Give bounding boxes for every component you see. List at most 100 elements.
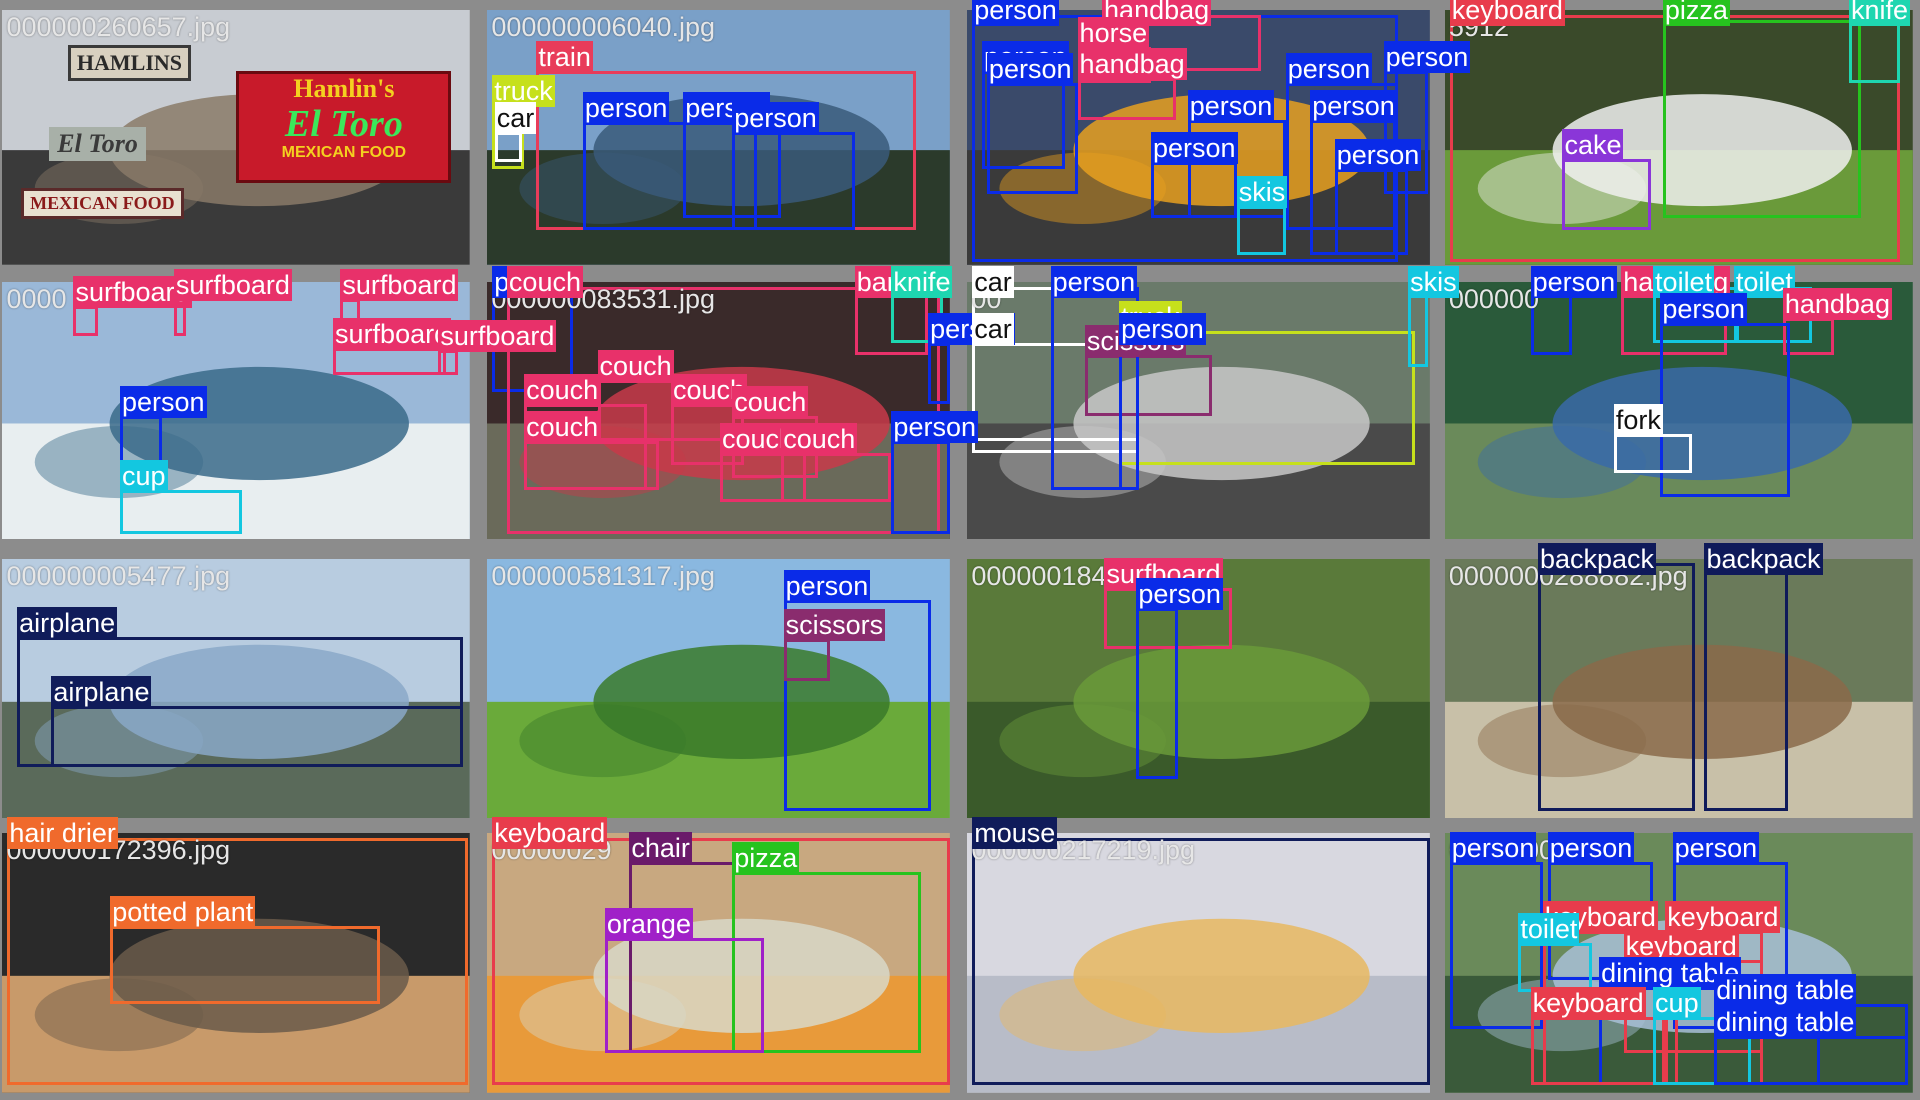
object-label: person [1285,53,1373,86]
photo [487,832,951,1093]
object-label: toilet [1518,913,1580,946]
object-label: couch [781,423,858,456]
object-label: truck [492,75,555,108]
image-tile: personhandbagpersonhorsepersonpersonhand… [967,0,1471,265]
object-label: potted plant [110,896,256,929]
object-label: keyboard [1449,0,1565,26]
object-label: orange [604,908,693,941]
image-tile: 000000005477.jpg airplane airplane [2,558,471,819]
object-label: surfboard [340,268,459,301]
object-label: keyboard [1530,986,1646,1019]
object-label: surfboard [333,317,452,350]
image-tile: 0000 surfboard surfboard surfboard surfboard… [2,268,557,539]
photo [487,558,951,819]
sign-bottom: MEXICAN FOOD [21,188,184,220]
image-tile: 000000006040.jpg train truck car person perso… [487,9,951,265]
object-label: airplane [51,675,152,708]
object-label: person [1151,131,1238,164]
object-label: person [732,102,819,135]
object-label: airplane [17,606,118,639]
image-tile: 000000217219.jpg mouse [967,816,1431,1093]
photo-background [1444,9,1913,265]
object-label: couch [597,349,674,382]
object-label: person [1449,832,1537,865]
object-label: surfboard [173,268,292,301]
object-label: chair [629,832,692,865]
photo [2,832,471,1093]
image-tile: 00000029 keyboard chair pizza orange [487,816,951,1093]
photo [967,558,1431,819]
photo-background [1444,558,1913,819]
object-label: fork [1613,403,1663,436]
photo-background [487,832,951,1093]
object-label: knife [891,265,953,298]
photo [967,832,1431,1093]
photo [1444,9,1913,265]
object-label: cake [1562,129,1624,162]
object-label: car [494,102,537,135]
object-label: couch [506,265,583,298]
object-label: keyboard [1623,930,1739,963]
image-tile: 000000083531.jpgpersoncouchbananaknifeco… [487,265,1015,539]
object-label: knife [1848,0,1911,26]
object-label: couch [732,386,809,419]
sign-right-line2: El Toro [284,102,403,145]
object-label: backpack [1704,542,1823,575]
object-label: scissors [783,609,886,642]
object-label: person [1530,265,1618,298]
photo-background [967,832,1431,1093]
object-label: cup [119,459,168,492]
object-label: pizza [1662,0,1730,26]
object-label: person [1310,90,1397,123]
object-label: person [1050,265,1138,298]
object-label: person [1672,832,1760,865]
image-tile: 000000184000 surfboard person [967,557,1431,819]
object-label: mouse [972,816,1058,849]
photo-background [967,281,1431,539]
sign-right: Hamlin's El Toro MEXICAN FOOD [236,70,452,184]
object-label: keyboard [492,816,608,849]
object-label: person [972,0,1059,26]
object-label: car [972,265,1014,298]
photo [1444,558,1913,819]
photo [967,281,1431,539]
object-label: couch [524,410,601,443]
photo-background [967,558,1431,819]
image-tile: 00000000personpersonpersonkeyboardkeyboa… [1444,832,1913,1093]
image-tile: 000000personhandbagtoilettoilethandbagpe… [1444,265,1913,539]
object-label: hair drier [7,816,118,849]
object-label: person [1334,139,1422,172]
object-label: person [783,570,871,603]
photo: HAMLINS El Toro MEXICAN FOOD Hamlin's El… [2,9,471,265]
object-label: horse [1077,16,1150,49]
object-label: dining table [1714,974,1857,1007]
object-label: surfboard [438,320,557,353]
object-label: car [972,312,1014,345]
image-tile: 000000172396.jpg hair drier potted plant [2,816,471,1093]
object-label: skis [1408,265,1459,298]
object-label: toilet [1653,265,1715,298]
object-label: keyboard [1665,900,1781,933]
object-label: pizza [732,842,800,875]
object-label: person [986,53,1074,86]
object-label: person [582,92,670,125]
sign-right-line1: Hamlin's [293,73,395,103]
image-tile: 0000000288882.jpg backpack backpack [1444,542,1913,819]
object-label: handbag [1782,288,1892,321]
restaurant-sign: HAMLINS El Toro MEXICAN FOOD Hamlin's El… [2,10,470,265]
object-label: person [1136,577,1223,610]
object-label: person [119,386,207,419]
object-label: person [891,410,978,443]
object-label: surfboard [73,276,192,309]
object-label: person [1660,293,1747,326]
sign-right-line3: MEXICAN FOOD [281,143,407,161]
photo-background [487,558,951,819]
sign-mid: El Toro [49,126,146,161]
object-label: cup [1653,986,1701,1019]
object-label: skis [1236,175,1288,208]
object-label: dining table [1714,1006,1857,1039]
object-label: person [1119,312,1206,345]
object-label: person [1383,41,1471,74]
object-label: backpack [1537,542,1657,575]
